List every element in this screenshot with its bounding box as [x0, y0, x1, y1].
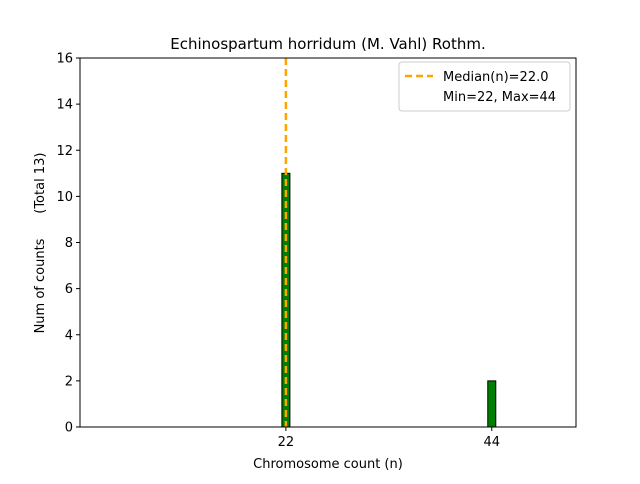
legend-box: [398, 61, 571, 112]
legend-minmax-label: Min=22, Max=44: [443, 90, 556, 105]
axes-frame: [79, 57, 577, 428]
y-axis-label: Num of counts (Total 13): [33, 153, 48, 334]
legend: Median(n)=22.0 Min=22, Max=44: [398, 61, 571, 112]
legend-median-label: Median(n)=22.0: [443, 70, 549, 85]
y-tick-label: 12: [56, 144, 73, 159]
x-tick-label: 22: [278, 435, 295, 450]
y-tick-label: 6: [65, 282, 73, 297]
x-tick-label: 44: [484, 435, 501, 450]
y-tick-label: 4: [65, 328, 73, 343]
plot-area: 0 2 4 6 8 10 12 14 16 22 44: [56, 52, 577, 450]
x-axis-label: Chromosome count (n): [253, 457, 403, 472]
y-tick-label: 8: [65, 236, 73, 251]
y-tick-label: 0: [65, 421, 73, 436]
y-tick-label: 10: [56, 190, 73, 205]
bar-44: [487, 380, 497, 428]
y-tick-label: 14: [56, 98, 73, 113]
chart-title: Echinospartum horridum (M. Vahl) Rothm.: [170, 35, 485, 53]
y-tick-label: 2: [65, 374, 73, 389]
y-tick-label: 16: [56, 52, 73, 67]
